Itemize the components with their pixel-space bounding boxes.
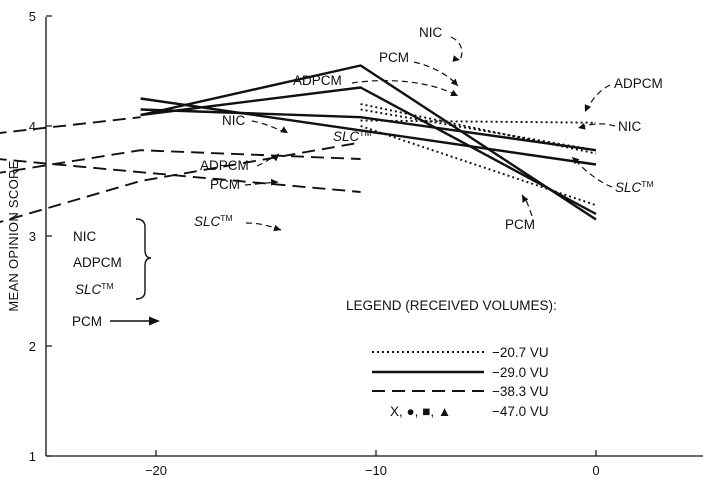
series-line-adpcm-solid (140, 86, 597, 216)
legend-label: −47.0 VU (492, 404, 549, 419)
annotation-arrowhead (270, 178, 278, 186)
annotation-arrowhead (280, 126, 288, 133)
key-arrowhead (149, 316, 160, 326)
annotation-arrowhead (572, 157, 580, 165)
annotations: NIC PCM ADPCM SLCTM ADPCM NIC SLCTM PCM NIC ADPCM… (194, 25, 663, 232)
series-line-pcm-dashed (0, 158, 361, 193)
annotation-nic: NIC (222, 113, 246, 128)
legend: LEGEND (RECEIVED VOLUMES): −20.7 VU −29.0 … (346, 298, 557, 419)
series-line-pcm-solid (140, 64, 597, 221)
y-tick-label: 4 (29, 119, 36, 134)
annotation-nic: NIC (618, 119, 642, 134)
series-line-nic-dotted (360, 119, 597, 124)
legend-label: −20.7 VU (492, 345, 549, 360)
annotation-pcm: PCM (210, 177, 240, 192)
x-tick-label: −20 (145, 463, 167, 477)
annotation-arrowhead (271, 154, 279, 162)
annotation-adpcm: ADPCM (200, 158, 249, 173)
key-bracket (135, 218, 152, 300)
annotation-nic: NIC (419, 25, 443, 40)
key-label-nic: NIC (73, 229, 97, 244)
series-lines (0, 64, 597, 223)
y-tick-label: 5 (29, 9, 36, 24)
key-label-slc: SLCTM (75, 281, 114, 297)
series-line-pcm-dotted (360, 125, 597, 207)
y-tick-label: 3 (29, 229, 36, 244)
x-tick-label: 0 (592, 463, 599, 477)
annotation-slc: SLCTM (333, 128, 372, 144)
annotation-pcm: PCM (505, 217, 535, 232)
annotation-adpcm: ADPCM (293, 73, 342, 88)
series-line-nic-dashed (0, 116, 141, 134)
key-label-pcm: PCM (72, 314, 102, 329)
annotation-leader (351, 80, 459, 97)
key-label-adpcm: ADPCM (73, 255, 122, 270)
x-tick-label: −10 (365, 463, 387, 477)
annotation-arrowhead (273, 224, 281, 232)
annotation-leader (450, 36, 463, 61)
annotation-adpcm: ADPCM (614, 76, 663, 91)
annotation-slc: SLCTM (194, 213, 233, 229)
annotation-arrowhead (450, 78, 458, 86)
y-axis-label: MEAN OPINION SCORE (6, 160, 21, 311)
annotation-arrowhead (450, 89, 458, 96)
series-line-nic-solid (140, 97, 597, 166)
legend-markers: X, ●, ■, ▲ (390, 404, 451, 419)
legend-label: −38.3 VU (492, 384, 549, 399)
series-line-slc-dashed (0, 141, 361, 223)
series-line-slc-solid (140, 108, 597, 152)
annotation-slc: SLCTM (615, 179, 654, 195)
legend-label: −29.0 VU (492, 365, 549, 380)
series-line-adpcm-dashed (0, 149, 361, 174)
annotation-arrowhead (578, 123, 586, 130)
annotation-leader (571, 156, 613, 188)
left-key: NIC ADPCM SLCTM PCM (72, 218, 160, 329)
annotation-pcm: PCM (379, 50, 409, 65)
annotation-arrowhead (452, 55, 460, 62)
y-tick-label: 1 (29, 449, 36, 464)
annotation-arrowhead (522, 195, 529, 203)
annotation-arrowhead (584, 104, 591, 112)
annotation-leader (413, 61, 459, 87)
legend-title: LEGEND (RECEIVED VOLUMES): (346, 298, 557, 313)
y-tick-label: 2 (29, 339, 36, 354)
